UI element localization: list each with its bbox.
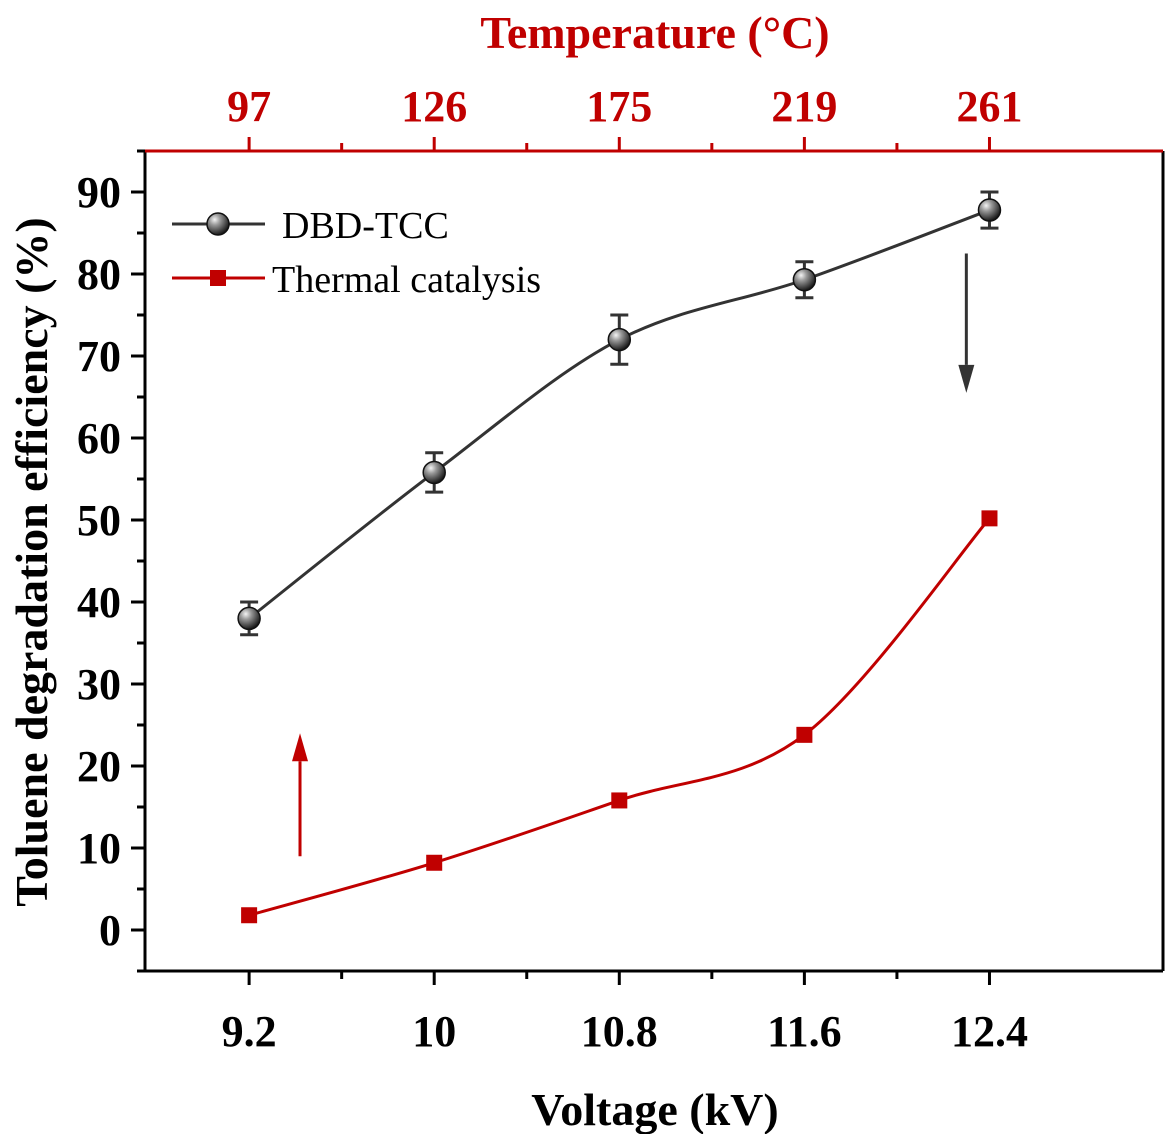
legend: DBD-TCC Thermal catalysis bbox=[172, 205, 541, 301]
y-tick-label: 30 bbox=[77, 660, 121, 709]
data-point-dbd-tcc bbox=[607, 327, 632, 352]
y-tick-label: 0 bbox=[99, 906, 121, 955]
data-point-dbd-tcc bbox=[422, 460, 446, 485]
data-point-thermal-catalysis bbox=[981, 510, 998, 527]
y-tick-label: 40 bbox=[77, 578, 121, 627]
x-tick-label: 12.4 bbox=[951, 1007, 1028, 1056]
data-point-thermal-catalysis bbox=[241, 907, 258, 924]
data-point-dbd-tcc bbox=[977, 198, 1002, 222]
series-line-thermal-catalysis bbox=[248, 517, 991, 917]
x-tick-label: 11.6 bbox=[767, 1007, 842, 1056]
y-tick-label: 50 bbox=[77, 496, 121, 545]
y-tick-label: 90 bbox=[77, 168, 121, 217]
annotations bbox=[292, 253, 975, 857]
top-tick-label: 219 bbox=[771, 82, 837, 131]
arrow-head-up bbox=[292, 733, 309, 762]
top-axis-title: Temperature (°C) bbox=[480, 7, 829, 58]
data-point-thermal-catalysis bbox=[611, 792, 628, 809]
legend-label-dbd-tcc: DBD-TCC bbox=[282, 205, 449, 247]
x-tick-label: 10.8 bbox=[581, 1007, 658, 1056]
top-tick-label: 126 bbox=[401, 82, 467, 131]
y-tick-label: 10 bbox=[77, 824, 121, 873]
y-tick-label: 60 bbox=[77, 414, 121, 463]
y-tick-label: 70 bbox=[77, 332, 121, 381]
top-tick-label: 97 bbox=[227, 82, 271, 131]
arrow-head-down bbox=[958, 364, 975, 393]
x-axis-title: Voltage (kV) bbox=[531, 1084, 778, 1134]
y-tick-label: 80 bbox=[77, 250, 121, 299]
axes: 9.2 10 10.8 11.6 12.4 97 126 175 219 261 0 10 20 30 40… bbox=[77, 82, 1165, 1056]
y-axis-title: Toluene degradation efficiency (%) bbox=[6, 217, 57, 907]
top-tick-label: 261 bbox=[956, 82, 1022, 131]
data-point-dbd-tcc bbox=[237, 606, 261, 631]
data-point-thermal-catalysis bbox=[796, 726, 813, 743]
x-tick-label: 10 bbox=[412, 1007, 456, 1056]
data-point-thermal-catalysis bbox=[426, 854, 443, 871]
data-point-dbd-tcc bbox=[792, 267, 817, 292]
legend-marker-thermal-catalysis bbox=[210, 270, 226, 286]
y-tick-label: 20 bbox=[77, 742, 121, 791]
legend-label-thermal-catalysis: Thermal catalysis bbox=[272, 259, 541, 301]
x-tick-label: 9.2 bbox=[222, 1007, 277, 1056]
data-marks bbox=[237, 190, 1002, 924]
top-tick-label: 175 bbox=[586, 82, 652, 131]
legend-marker-dbd-tcc bbox=[206, 212, 230, 236]
